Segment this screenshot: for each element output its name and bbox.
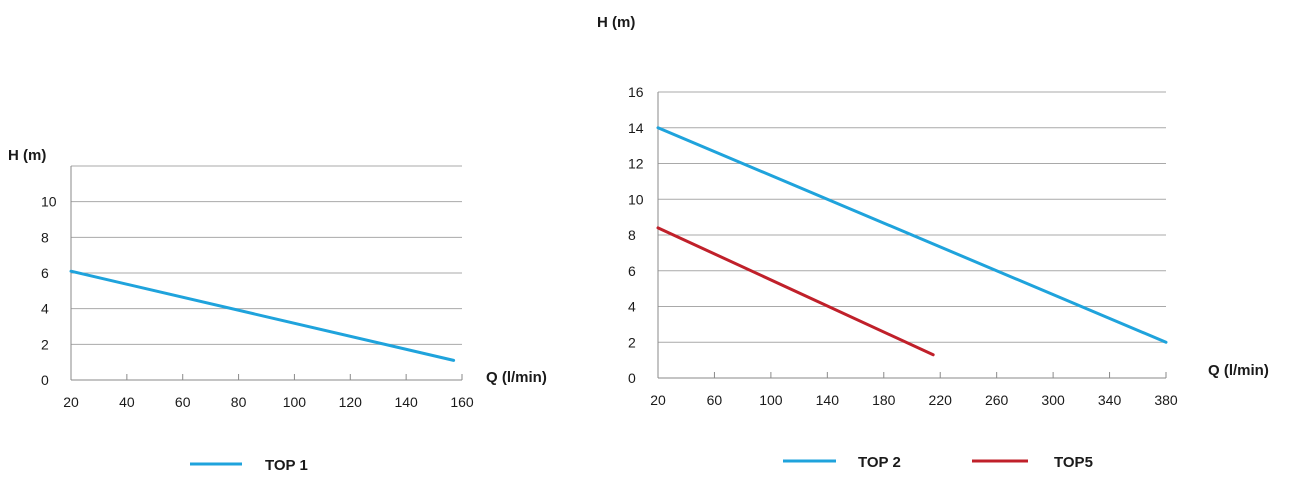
series-line-top5	[656, 226, 935, 357]
legend-label: TOP 2	[858, 454, 901, 471]
x-tick-label: 380	[1154, 392, 1178, 408]
series-line-top-2	[656, 126, 1168, 344]
x-tick-label: 260	[985, 392, 1009, 408]
y-tick-label: 12	[628, 156, 644, 172]
y-tick-label: 0	[41, 372, 49, 388]
y-tick-label: 2	[628, 334, 636, 350]
x-tick-label: 140	[816, 392, 840, 408]
x-tick-label: 160	[450, 394, 474, 410]
x-tick-label: 60	[707, 392, 723, 408]
x-tick-label: 20	[63, 394, 79, 410]
y-tick-label: 16	[628, 84, 644, 100]
y-tick-label: 2	[41, 336, 49, 352]
y-tick-label: 4	[41, 301, 49, 317]
chart-1: 20 40 60 80 100 120 140 160 0 2 4 6 8 10 H (m) Q (l/min…	[8, 147, 547, 474]
chart-2: 20 60 100 140 180 220 260 300 340 380 0 2 4 6 8 10 12 14 1…	[597, 14, 1269, 471]
x-tick-label: 300	[1041, 392, 1065, 408]
x-tick-label: 220	[929, 392, 953, 408]
x-axis-label: Q (l/min)	[1208, 362, 1269, 379]
y-tick-label: 6	[41, 265, 49, 281]
y-tick-label: 10	[41, 194, 57, 210]
series-line-top-1	[69, 269, 456, 362]
y-tick-label: 6	[628, 263, 636, 279]
y-tick-label: 4	[628, 299, 636, 315]
x-axis-label: Q (l/min)	[486, 369, 547, 386]
y-axis-label: H (m)	[8, 147, 46, 164]
legend-label: TOP 1	[265, 457, 308, 474]
y-tick-label: 10	[628, 191, 644, 207]
x-tick-label: 340	[1098, 392, 1122, 408]
x-tick-label: 80	[231, 394, 247, 410]
x-tick-label: 120	[339, 394, 363, 410]
x-tick-label: 180	[872, 392, 896, 408]
x-tick-label: 60	[175, 394, 191, 410]
x-tick-label: 20	[650, 392, 666, 408]
x-tick-label: 100	[759, 392, 783, 408]
legend-label: TOP5	[1054, 454, 1093, 471]
y-tick-label: 8	[41, 229, 49, 245]
x-tick-label: 140	[394, 394, 418, 410]
x-tick-label: 100	[283, 394, 307, 410]
y-axis-label: H (m)	[597, 14, 635, 31]
y-tick-label: 14	[628, 120, 644, 136]
x-tick-label: 40	[119, 394, 135, 410]
y-tick-label: 0	[628, 370, 636, 386]
y-tick-label: 8	[628, 227, 636, 243]
